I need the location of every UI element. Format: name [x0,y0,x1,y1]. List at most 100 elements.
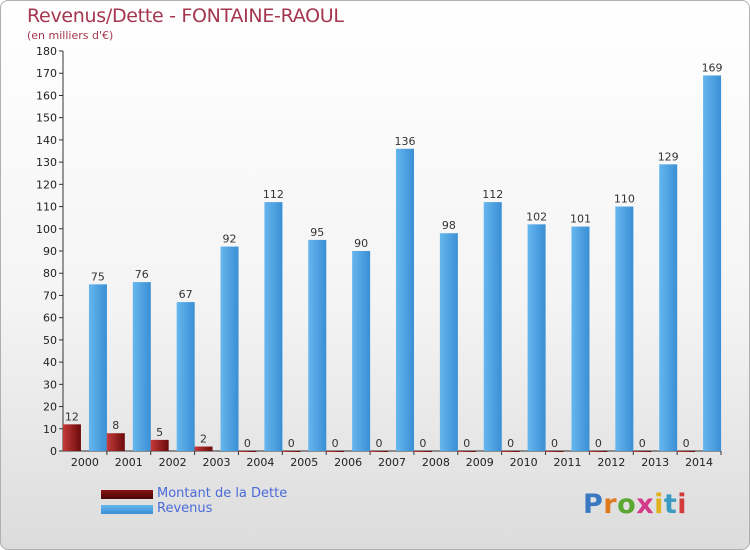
y-tick-label: 70 [43,289,57,302]
y-tick-label: 90 [43,245,57,258]
logo-letter: x [636,489,655,520]
data-label-revenus: 110 [614,193,635,206]
data-labels: 12 75 8 76 5 67 2 92 0 112 0 95 0 90 0 136 0 98 0 112 0 102 0 1… [65,61,723,450]
x-tick-label: 2001 [115,456,143,469]
data-label-revenus: 129 [658,150,679,163]
data-label-revenus: 102 [526,210,547,223]
data-label-revenus: 76 [135,268,149,281]
bar-dette [62,424,81,451]
logo-letter: i [654,489,664,520]
legend-label-revenus: Revenus [157,501,213,516]
bar-revenus [615,206,634,451]
data-label-dette: 0 [332,437,339,450]
data-label-revenus: 90 [354,237,368,250]
legend-swatch-dette [101,490,153,499]
data-label-dette: 0 [463,437,470,450]
y-tick-label: 20 [43,401,57,414]
data-label-revenus: 98 [442,219,456,232]
x-tick-label: 2004 [246,456,274,469]
y-tick-label: 170 [36,67,57,80]
x-tick-label: 2000 [71,456,99,469]
bar-dette [677,451,696,452]
data-label-dette: 5 [156,426,163,439]
logo-letter: t [663,489,678,520]
data-label-dette: 2 [200,433,207,446]
x-tick-label: 2010 [510,456,538,469]
bar-revenus [527,224,546,451]
y-tick-label: 120 [36,178,57,191]
bar-dette [282,451,301,452]
y-tick-label: 30 [43,378,57,391]
y-tick-label: 130 [36,156,57,169]
x-tick-label: 2006 [334,456,362,469]
y-tick-label: 180 [36,45,57,58]
data-label-revenus: 112 [482,188,503,201]
bar-revenus [483,202,502,451]
y-tick-label: 150 [36,112,57,125]
data-label-revenus: 67 [179,288,193,301]
x-tick-label: 2007 [378,456,406,469]
x-tick-label: 2003 [203,456,231,469]
y-tick-label: 40 [43,356,57,369]
bar-revenus [352,251,371,451]
bar-dette [326,451,345,452]
data-label-revenus: 112 [263,188,284,201]
data-label-dette: 8 [112,419,119,432]
proxiti-logo: Proxiti [583,489,687,520]
data-label-revenus: 75 [91,270,105,283]
bar-dette [457,451,476,452]
y-tick-label: 110 [36,201,57,214]
bar-revenus [308,239,327,451]
bar-revenus [88,284,107,451]
bar-revenus [396,148,414,451]
bar-revenus [220,246,239,451]
bar-revenus [571,226,590,451]
bar-revenus [132,282,151,451]
data-label-dette: 0 [376,437,383,450]
legend-label-dette: Montant de la Dette [157,486,288,501]
y-axis: 0 10 20 30 40 50 60 70 80 90 100 110 120 130 140 150 160… [36,45,64,458]
logo-letter: o [617,489,637,520]
y-tick-label: 140 [36,134,57,147]
legend-swatch-revenus [101,505,153,514]
logo-letter: i [677,489,688,520]
bar-dette [238,451,257,452]
y-tick-label: 80 [43,267,57,280]
y-tick-label: 100 [36,223,57,236]
x-tick-label: 2011 [553,456,581,469]
x-axis: 2000 2001 2002 2003 2004 2005 2006 2007 2008 2009… [63,450,722,469]
chart-subtitle: (en milliers d'€) [27,29,114,42]
data-label-revenus: 92 [223,233,237,246]
data-label-dette: 12 [65,410,79,423]
x-tick-label: 2009 [466,456,494,469]
bar-dette [370,451,388,452]
data-label-dette: 0 [639,437,646,450]
bar-dette [106,433,125,451]
data-label-dette: 0 [288,437,295,450]
bar-revenus [439,233,458,451]
data-label-revenus: 169 [702,61,723,74]
x-tick-label: 2012 [597,456,625,469]
data-label-dette: 0 [683,437,690,450]
x-tick-label: 2014 [685,456,713,469]
bar-dette [501,451,520,452]
y-tick-label: 50 [43,334,57,347]
data-label-revenus: 101 [570,213,591,226]
bar-revenus [264,202,283,451]
data-label-dette: 0 [244,437,251,450]
bar-dette [633,451,652,452]
bar-revenus [176,302,195,451]
bar-dette [150,439,169,451]
data-label-revenus: 136 [395,135,416,148]
x-tick-label: 2013 [641,456,669,469]
data-label-dette: 0 [551,437,558,450]
y-tick-label: 0 [50,445,57,458]
y-tick-label: 60 [43,312,57,325]
logo-letter: P [583,489,604,520]
data-label-dette: 0 [419,437,426,450]
y-tick-label: 10 [43,423,57,436]
x-tick-label: 2005 [290,456,318,469]
bar-revenus [659,164,678,452]
